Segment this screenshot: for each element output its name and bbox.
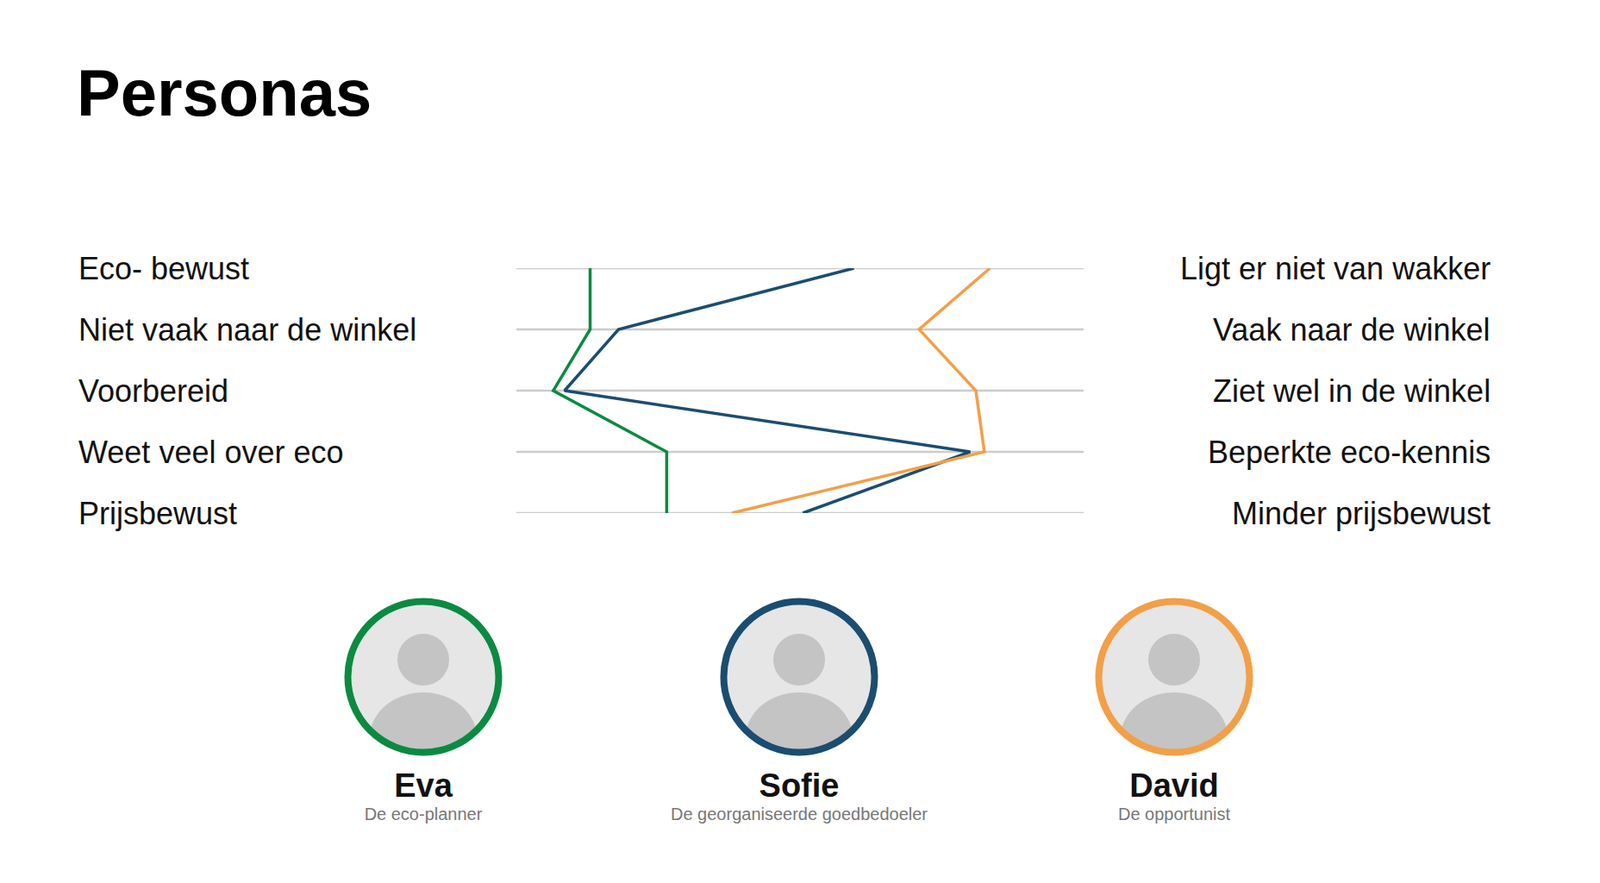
svg-text:David: David	[1129, 767, 1219, 804]
svg-text:De eco-planner: De eco-planner	[364, 804, 483, 824]
svg-text:Eco- bewust: Eco- bewust	[78, 250, 250, 287]
svg-text:De opportunist: De opportunist	[1118, 804, 1232, 824]
svg-text:Personas: Personas	[76, 56, 372, 130]
svg-text:Eva: Eva	[393, 767, 453, 804]
svg-text:Niet vaak naar de winkel: Niet vaak naar de winkel	[78, 312, 417, 348]
svg-text:Vaak naar de winkel: Vaak naar de winkel	[1212, 312, 1491, 348]
svg-text:Ligt er niet van wakker: Ligt er niet van wakker	[1180, 250, 1491, 287]
svg-text:Ziet wel in de winkel: Ziet wel in de winkel	[1212, 373, 1491, 409]
svg-text:Weet veel over eco: Weet veel over eco	[78, 434, 344, 470]
svg-text:Minder prijsbewust: Minder prijsbewust	[1231, 495, 1491, 532]
svg-text:Prijsbewust: Prijsbewust	[78, 495, 238, 532]
svg-text:Beperkte eco-kennis: Beperkte eco-kennis	[1207, 434, 1491, 470]
svg-text:Voorbereid: Voorbereid	[78, 373, 229, 409]
svg-text:De georganiseerde goedbedoeler: De georganiseerde goedbedoeler	[670, 804, 928, 824]
svg-text:Sofie: Sofie	[759, 767, 840, 804]
